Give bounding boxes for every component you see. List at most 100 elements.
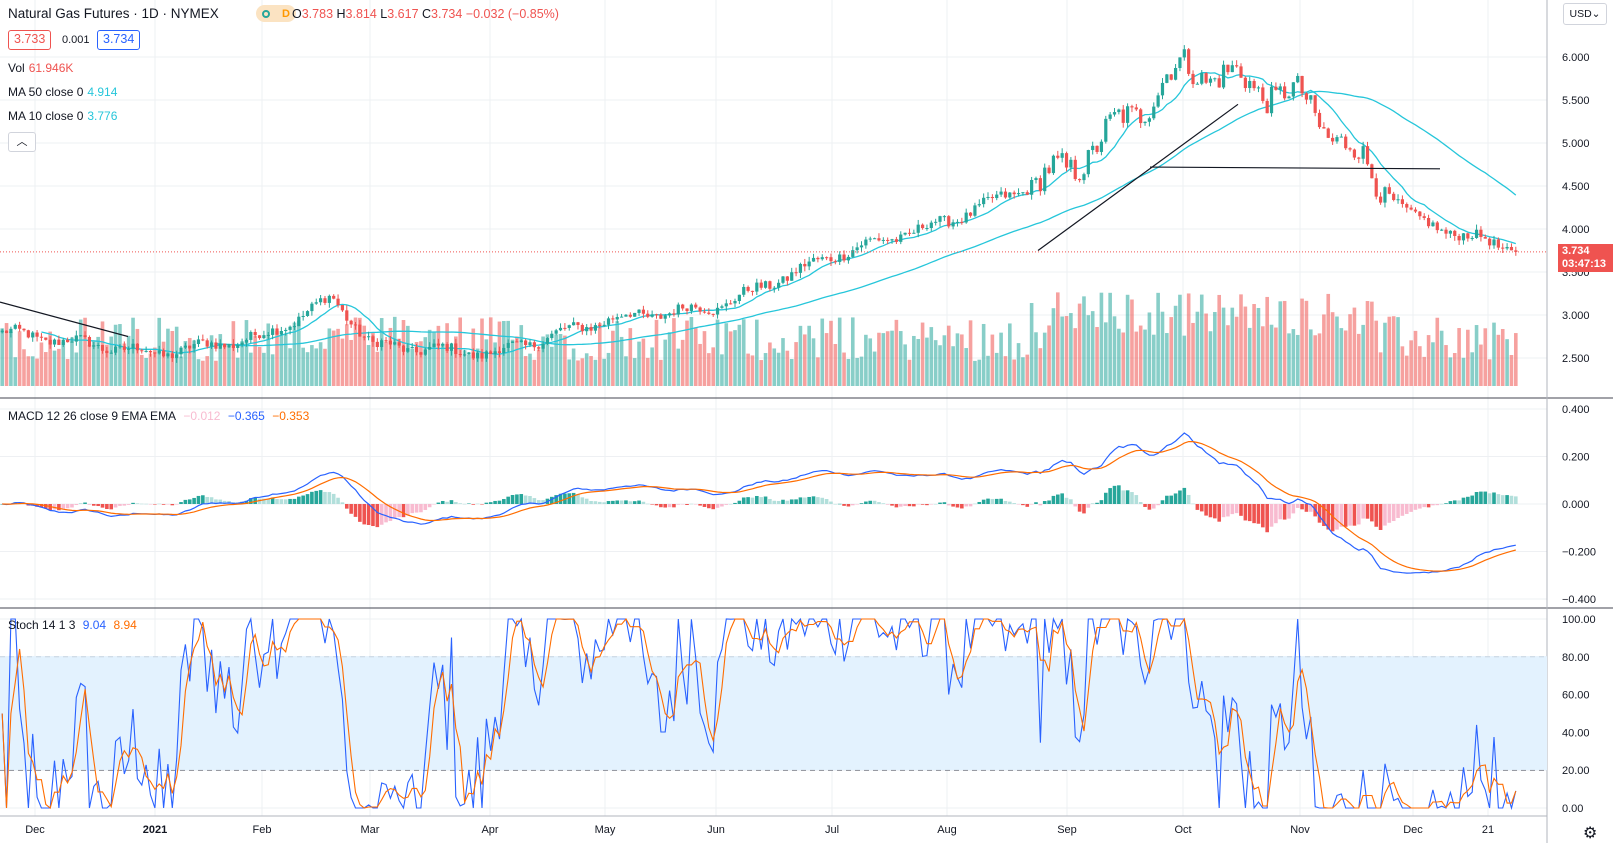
macd-histogram-bar (1134, 495, 1139, 504)
market-status-badge[interactable]: D (256, 5, 296, 22)
macd-histogram-bar (1256, 504, 1261, 524)
volume-bar (990, 334, 995, 386)
candle-body (1204, 73, 1208, 83)
candle-body (1195, 83, 1199, 85)
volume-bar (366, 345, 371, 386)
interval-badge-letter: D (282, 7, 290, 20)
candle-body (1405, 204, 1409, 208)
candle-body (428, 346, 432, 350)
volume-bar (310, 345, 314, 386)
macd-histogram-bar (157, 503, 162, 505)
candle-body (628, 314, 632, 317)
volume-bar (1313, 335, 1317, 386)
macd-histogram-bar (1156, 504, 1160, 506)
time-tick-label: Sep (1057, 824, 1077, 836)
candle-body (305, 311, 310, 317)
candle-body (1344, 136, 1348, 149)
macd-legend[interactable]: MACD 12 26 close 9 EMA EMA −0.012 −0.365… (8, 409, 310, 423)
volume-bar (624, 356, 628, 386)
volume-bar (1422, 356, 1427, 386)
volume-bar (676, 348, 681, 386)
volume-bar (903, 344, 907, 386)
price-tick-label: 4.500 (1562, 181, 1590, 193)
candle-body (524, 340, 528, 346)
candle-body (445, 344, 449, 351)
buy-price-button[interactable]: 3.734 (97, 30, 141, 50)
volume-bar (868, 338, 873, 386)
collapse-legend-button[interactable]: ︿ (8, 132, 36, 152)
macd-histogram-bar (349, 504, 353, 514)
macd-histogram-bar (1343, 504, 1348, 527)
volume-bar (685, 320, 689, 386)
macd-histogram-bar (619, 500, 624, 504)
macd-histogram-bar (362, 504, 367, 525)
volume-bar (1016, 343, 1021, 386)
volume-bar (1112, 316, 1117, 386)
ma50-legend[interactable]: MA 50 close 0 4.914 (8, 85, 118, 99)
candle-body (1378, 196, 1383, 203)
macd-histogram-bar (728, 503, 733, 505)
candle-body (1365, 146, 1370, 165)
macd-histogram-bar (1003, 501, 1008, 504)
macd-histogram-bar (1435, 504, 1440, 506)
volume-legend[interactable]: Vol 61.946K (8, 61, 74, 75)
macd-histogram-bar (1470, 495, 1474, 504)
volume-bar (0, 328, 4, 386)
candle-body (833, 261, 837, 263)
candle-body (934, 221, 938, 223)
candle-body (667, 313, 672, 316)
volume-bar (515, 336, 519, 386)
sell-price-button[interactable]: 3.733 (8, 30, 52, 50)
macd-histogram-bar (803, 497, 807, 504)
volume-bar (894, 319, 899, 386)
macd-histogram-bar (1479, 491, 1483, 504)
macd-histogram-bar (724, 504, 729, 505)
macd-histogram-bar (297, 496, 301, 504)
volume-bar (78, 319, 83, 386)
macd-histogram-bar (1204, 504, 1208, 516)
candle-body (301, 316, 305, 318)
macd-histogram-bar (1295, 504, 1300, 508)
gear-icon[interactable]: ⚙ (1583, 825, 1598, 842)
candle-body (650, 314, 654, 317)
currency-button[interactable]: USD⌄ (1563, 3, 1607, 25)
macd-histogram-bar (672, 504, 676, 508)
candle-body (393, 342, 397, 345)
macd-histogram-bar (624, 500, 628, 504)
macd-histogram-bar (209, 497, 214, 504)
macd-histogram-bar (1143, 504, 1147, 507)
time-tick-label: Dec (25, 824, 45, 836)
trend-line (1149, 166, 1441, 170)
macd-histogram-bar (1252, 504, 1256, 524)
candle-body (1200, 73, 1204, 84)
volume-bar (550, 346, 554, 386)
volume-bar (1452, 353, 1457, 386)
stoch-legend[interactable]: Stoch 14 1 3 9.04 8.94 (8, 618, 137, 632)
macd-histogram-bar (192, 497, 196, 504)
volume-bar (1186, 293, 1191, 386)
volume-bar (440, 343, 445, 386)
macd-histogram-bar (1457, 500, 1461, 504)
candle-body (266, 334, 270, 336)
volume-bar (951, 346, 955, 386)
volume-bar (977, 359, 982, 386)
volume-bar (833, 344, 838, 386)
volume-bar (257, 346, 262, 386)
volume-bar (1239, 294, 1243, 386)
ma10-legend[interactable]: MA 10 close 0 3.776 (8, 109, 118, 123)
volume-bar (689, 316, 694, 386)
volume-bar (1195, 311, 1200, 386)
stoch-tick-label: 0.00 (1562, 803, 1583, 815)
volume-bar (462, 350, 467, 386)
candle-body (881, 239, 885, 241)
volume-bar (1326, 293, 1331, 386)
volume-bar (1165, 333, 1169, 386)
volume-bar (807, 325, 811, 386)
volume-bar (960, 334, 964, 386)
candle-body (1370, 164, 1374, 179)
macd-histogram-bar (1444, 503, 1448, 504)
volume-bar (855, 357, 859, 386)
volume-bar (776, 352, 781, 386)
volume-bar (728, 331, 733, 386)
